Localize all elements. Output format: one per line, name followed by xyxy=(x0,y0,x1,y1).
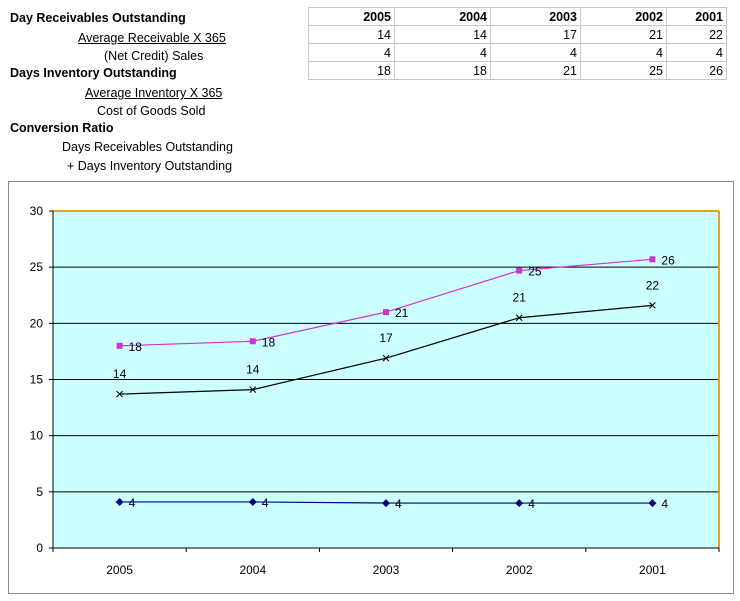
y-tick-label: 30 xyxy=(30,204,44,218)
cr-title: Conversion Ratio xyxy=(10,121,114,135)
data-point xyxy=(515,314,523,322)
cr-line2: + Days Inventory Outstanding xyxy=(67,159,233,173)
dro-denominator: (Net Credit) Sales xyxy=(104,49,204,63)
x-tick-label: 2004 xyxy=(239,563,266,577)
data-table: 2005 2004 2003 2002 2001 14 14 17 21 22 … xyxy=(308,7,727,80)
data-label: 26 xyxy=(661,253,675,267)
table-cell: 21 xyxy=(580,25,667,44)
data-point xyxy=(116,390,123,398)
data-point xyxy=(649,256,656,263)
table-row: 18 18 21 25 26 xyxy=(308,61,727,80)
x-tick-label: 2005 xyxy=(106,563,133,577)
data-label: 21 xyxy=(513,291,527,305)
dio-title: Days Inventory Outstanding xyxy=(10,66,177,80)
data-label: 4 xyxy=(528,497,535,511)
y-tick-label: 20 xyxy=(30,316,44,330)
data-point xyxy=(648,499,657,508)
data-label: 17 xyxy=(379,331,393,345)
x-tick-label: 2002 xyxy=(506,563,533,577)
data-point xyxy=(382,354,390,362)
table-cell: 18 xyxy=(308,61,395,80)
table-row: 4 4 4 4 4 xyxy=(308,43,727,62)
data-label: 14 xyxy=(246,363,260,377)
data-point xyxy=(515,499,524,508)
data-label: 4 xyxy=(262,496,269,510)
data-label: 18 xyxy=(129,340,143,354)
cr-line1: Days Receivables Outstanding xyxy=(62,140,233,154)
table-header: 2002 xyxy=(580,7,667,26)
data-point xyxy=(249,338,256,345)
data-point xyxy=(649,302,656,309)
y-tick-label: 10 xyxy=(30,429,44,443)
dio-numerator: Average Inventory X 365 xyxy=(85,86,223,100)
data-point xyxy=(248,497,257,506)
table-cell: 25 xyxy=(580,61,667,80)
table-header: 2001 xyxy=(666,7,727,26)
data-label: 21 xyxy=(395,306,409,320)
data-label: 4 xyxy=(395,497,402,511)
data-label: 14 xyxy=(113,367,127,381)
data-point xyxy=(516,267,523,274)
y-tick-label: 0 xyxy=(36,541,43,555)
data-point xyxy=(249,386,257,393)
dro-numerator: Average Receivable X 365 xyxy=(78,31,226,45)
data-label: 4 xyxy=(129,496,136,510)
y-tick-label: 25 xyxy=(30,260,44,274)
data-label: 22 xyxy=(646,278,660,292)
table-row: 14 14 17 21 22 xyxy=(308,25,727,44)
y-tick-label: 15 xyxy=(30,373,44,387)
table-header-row: 2005 2004 2003 2002 2001 xyxy=(308,7,727,26)
x-tick-label: 2003 xyxy=(373,563,400,577)
data-point xyxy=(115,497,124,506)
dro-title: Day Receivables Outstanding xyxy=(10,11,186,25)
table-cell: 21 xyxy=(490,61,581,80)
data-label: 18 xyxy=(262,335,276,349)
table-header: 2003 xyxy=(490,7,581,26)
table-cell: 22 xyxy=(666,25,727,44)
data-label: 4 xyxy=(661,497,668,511)
data-point xyxy=(116,342,123,349)
data-point xyxy=(383,309,389,316)
y-tick-label: 5 xyxy=(36,485,43,499)
chart-frame xyxy=(8,181,734,594)
data-label: 25 xyxy=(528,265,542,279)
data-point xyxy=(382,499,390,508)
table-cell: 26 xyxy=(666,61,727,80)
dio-denominator: Cost of Goods Sold xyxy=(97,104,206,118)
x-tick-label: 2001 xyxy=(639,563,666,577)
